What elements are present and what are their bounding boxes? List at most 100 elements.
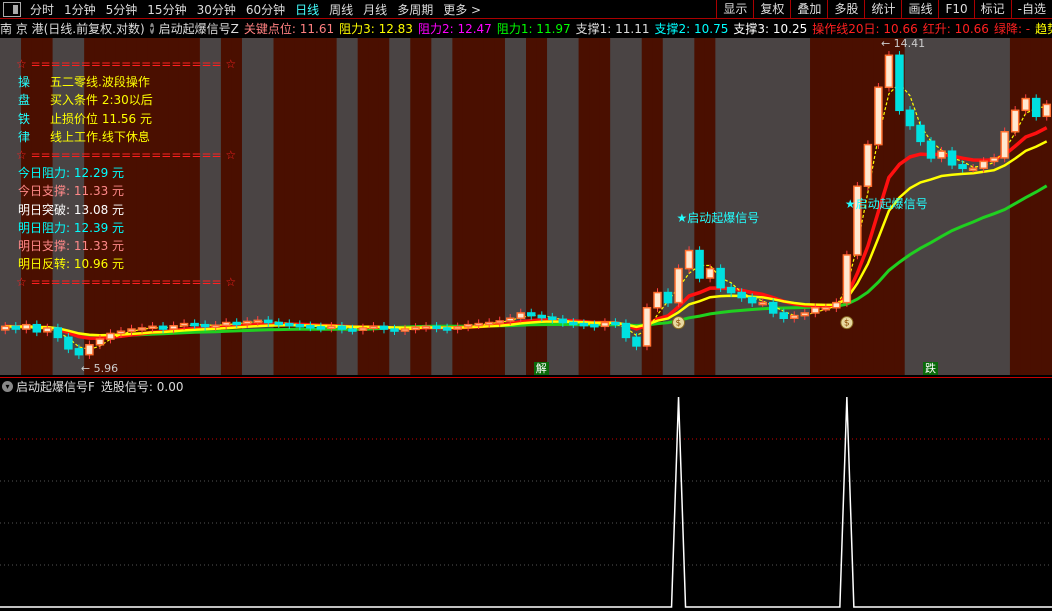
bg-stripe bbox=[568, 38, 580, 375]
bg-stripe bbox=[736, 38, 748, 375]
info-value: 支撑2: 10.75 bbox=[654, 22, 729, 36]
high-price-label: ← 14.41 bbox=[881, 38, 925, 50]
indicator-info-bar: 南 京 港(日线.前复权.对数) ▾ 启动起爆信号Z 关键点位: 11.61 阻力… bbox=[0, 19, 1052, 38]
period-tab[interactable]: 分时 bbox=[30, 2, 55, 17]
background-stripes bbox=[0, 38, 1052, 375]
rule-line: 律 线上工作.线下休息 bbox=[18, 128, 236, 146]
toolbar-button[interactable]: F10 bbox=[938, 0, 973, 19]
toolbar-button[interactable]: -自选 bbox=[1010, 0, 1052, 19]
period-tab[interactable]: 1分钟 bbox=[64, 2, 96, 17]
candle bbox=[432, 322, 441, 333]
indicator-menu-icon[interactable]: ▾ bbox=[2, 381, 13, 392]
bg-stripe bbox=[946, 38, 958, 375]
bg-stripe bbox=[599, 38, 611, 375]
rule-key: 盘 bbox=[18, 93, 31, 108]
bg-stripe bbox=[178, 38, 190, 375]
candle bbox=[600, 318, 610, 331]
info-value: 红升: 10.66 bbox=[922, 22, 989, 36]
period-tab[interactable]: 日线 bbox=[295, 2, 320, 17]
bg-stripe bbox=[820, 38, 832, 375]
green-ma-line bbox=[5, 184, 1048, 338]
period-tab[interactable]: 更多 > bbox=[443, 2, 482, 17]
candle bbox=[327, 322, 336, 333]
tag-label: 跌 bbox=[923, 362, 939, 375]
candle bbox=[421, 322, 431, 332]
bg-stripe bbox=[210, 38, 222, 375]
bg-stripe bbox=[220, 38, 232, 375]
bg-stripe bbox=[115, 38, 127, 375]
bg-stripe bbox=[725, 38, 737, 375]
bg-stripe bbox=[831, 38, 843, 375]
price-level: 今日支撑: 11.33 元 bbox=[18, 184, 125, 199]
bg-stripe bbox=[694, 38, 706, 375]
candle bbox=[306, 321, 315, 332]
bg-stripe bbox=[810, 38, 822, 375]
candle bbox=[148, 322, 157, 333]
bg-stripe bbox=[294, 38, 306, 375]
bg-stripe bbox=[504, 38, 516, 375]
bg-stripe bbox=[610, 38, 622, 375]
bg-stripe bbox=[757, 38, 769, 375]
candle bbox=[127, 324, 136, 336]
candle bbox=[264, 316, 273, 327]
period-tab[interactable]: 15分钟 bbox=[147, 2, 187, 17]
toolbar-button[interactable]: 标记 bbox=[973, 0, 1011, 19]
price-level: 明日支撑: 11.33 元 bbox=[18, 239, 125, 254]
info-value: 支撑3: 10.25 bbox=[733, 22, 808, 36]
toolbar-button[interactable]: 复权 bbox=[753, 0, 790, 19]
bg-stripe bbox=[368, 38, 380, 375]
candle bbox=[221, 318, 231, 330]
candle bbox=[43, 323, 52, 337]
candle bbox=[590, 320, 599, 331]
candle bbox=[74, 344, 84, 359]
bg-stripe bbox=[136, 38, 148, 375]
bg-stripe bbox=[357, 38, 369, 375]
bg-stripe bbox=[336, 38, 348, 375]
stock-title: 南 京 港(日线.前复权.对数) bbox=[0, 22, 145, 36]
candle bbox=[916, 121, 925, 146]
toolbar-button[interactable]: 叠加 bbox=[790, 0, 827, 19]
candlestick-chart[interactable]: ← 14.41 ← 5.96 $ $ bbox=[0, 38, 1052, 375]
bg-stripe bbox=[799, 38, 811, 375]
candle bbox=[905, 106, 915, 130]
period-tab[interactable]: 60分钟 bbox=[245, 2, 286, 17]
tag-label: 解 bbox=[533, 362, 549, 375]
bg-stripe bbox=[936, 38, 948, 375]
candle bbox=[442, 323, 452, 334]
period-tab[interactable]: 多周期 bbox=[397, 2, 434, 17]
candle bbox=[1000, 127, 1009, 163]
bg-stripe bbox=[31, 38, 43, 375]
period-tab[interactable]: 5分钟 bbox=[105, 2, 138, 17]
toolbar-button[interactable]: 画线 bbox=[901, 0, 938, 19]
sidebar-toggle-icon[interactable] bbox=[3, 1, 21, 17]
period-tab[interactable]: 周线 bbox=[329, 2, 354, 17]
bg-stripe bbox=[578, 38, 590, 375]
candle bbox=[200, 320, 210, 331]
bg-stripe bbox=[284, 38, 296, 375]
bg-stripe bbox=[42, 38, 54, 375]
bg-stripe bbox=[326, 38, 338, 375]
toolbar-button[interactable]: 统计 bbox=[864, 0, 901, 19]
bg-stripe bbox=[904, 38, 916, 375]
indicator-menu-icon[interactable]: ▾ bbox=[149, 23, 154, 34]
candle bbox=[169, 321, 178, 334]
bg-stripe bbox=[462, 38, 474, 375]
candle bbox=[832, 298, 841, 313]
candle bbox=[232, 318, 241, 328]
toolbar-button[interactable]: 显示 bbox=[716, 0, 753, 19]
candle bbox=[968, 164, 978, 173]
toolbar-button[interactable]: 多股 bbox=[827, 0, 864, 19]
lower-indicator-name: 启动起爆信号F bbox=[16, 380, 95, 394]
candle bbox=[1010, 106, 1020, 137]
candle bbox=[747, 293, 757, 307]
candle bbox=[316, 322, 326, 333]
info-value: 阻力1: 11.97 bbox=[496, 22, 571, 36]
candle bbox=[295, 320, 305, 331]
candle bbox=[790, 311, 799, 323]
candle bbox=[116, 327, 126, 338]
candle bbox=[358, 323, 368, 335]
candle bbox=[106, 329, 115, 344]
period-tab[interactable]: 月线 bbox=[363, 2, 388, 17]
period-tab[interactable]: 30分钟 bbox=[196, 2, 236, 17]
candle bbox=[947, 146, 957, 170]
